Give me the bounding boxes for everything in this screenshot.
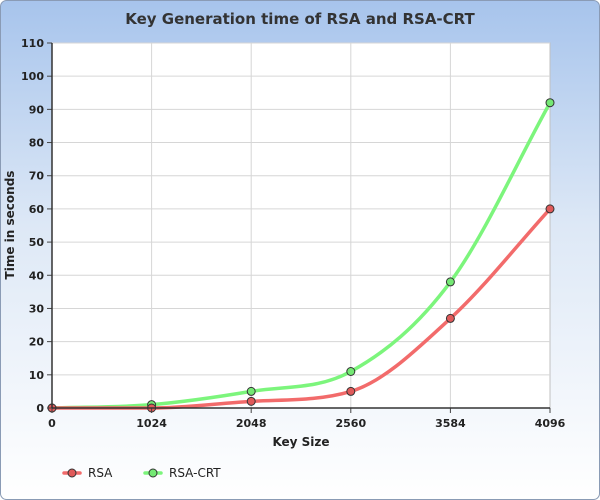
- y-tick-label: 30: [29, 302, 45, 315]
- data-point-rsa: [247, 397, 255, 405]
- plot-area: [52, 43, 550, 408]
- y-tick-label: 40: [29, 269, 45, 282]
- legend-marker-rsa: [68, 469, 76, 477]
- x-tick-label: 2560: [335, 417, 366, 430]
- legend-label-rsa: RSA: [88, 466, 113, 480]
- y-tick-label: 100: [21, 70, 44, 83]
- data-point-rsa-crt: [347, 368, 355, 376]
- x-tick-label: 0: [48, 417, 56, 430]
- y-tick-label: 90: [29, 103, 45, 116]
- legend-label-rsa-crt: RSA-CRT: [169, 466, 221, 480]
- data-point-rsa: [446, 314, 454, 322]
- legend-marker-rsa-crt: [149, 469, 157, 477]
- y-tick-label: 20: [29, 336, 45, 349]
- y-tick-label: 110: [21, 37, 44, 50]
- x-tick-label: 4096: [535, 417, 566, 430]
- y-tick-label: 60: [29, 203, 45, 216]
- y-tick-label: 70: [29, 170, 45, 183]
- chart-title: Key Generation time of RSA and RSA-CRT: [125, 10, 475, 28]
- x-tick-label: 3584: [435, 417, 466, 430]
- data-point-rsa-crt: [546, 99, 554, 107]
- data-point-rsa-crt: [247, 387, 255, 395]
- y-tick-label: 80: [29, 137, 45, 150]
- x-tick-label: 2048: [236, 417, 267, 430]
- data-point-rsa: [347, 387, 355, 395]
- y-tick-label: 10: [29, 369, 45, 382]
- data-point-rsa-crt: [446, 278, 454, 286]
- data-point-rsa: [546, 205, 554, 213]
- x-tick-label: 1024: [136, 417, 167, 430]
- x-axis-title: Key Size: [272, 435, 329, 449]
- y-axis-title: Time in seconds: [3, 171, 17, 280]
- y-tick-label: 50: [29, 236, 45, 249]
- y-tick-label: 0: [36, 402, 44, 415]
